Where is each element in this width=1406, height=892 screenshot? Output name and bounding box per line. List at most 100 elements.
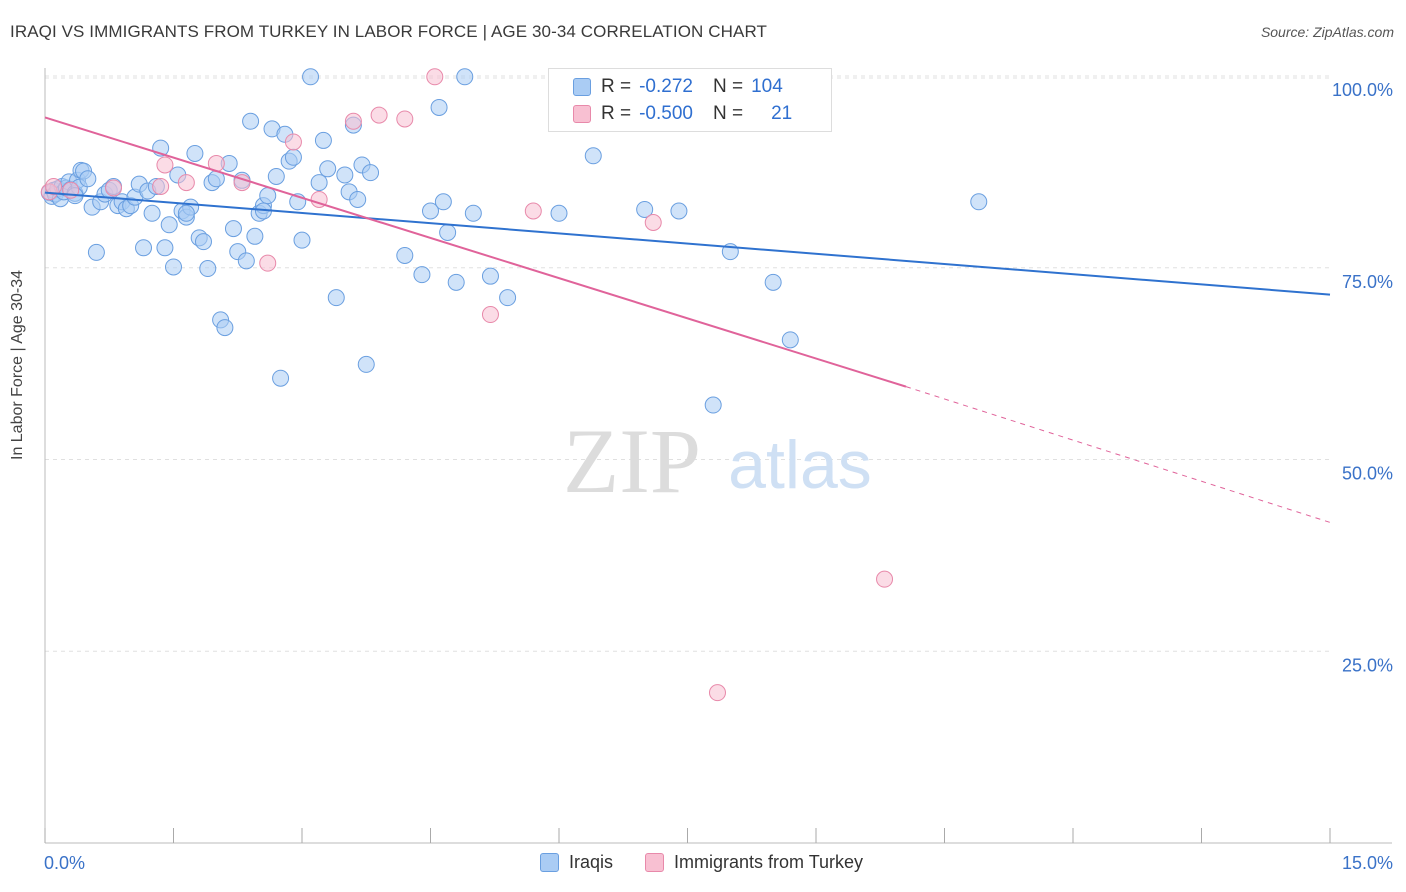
iraqi-point	[704, 396, 722, 414]
series-legend-iraqis[interactable]: Iraqis	[540, 852, 613, 873]
iraqi-point	[481, 267, 499, 285]
iraqi-point	[186, 144, 204, 162]
iraqi-point	[413, 266, 431, 284]
iraqi-point	[143, 204, 161, 222]
legend-n-value: 104	[751, 76, 783, 97]
legend-swatch-blue	[573, 78, 591, 96]
series-swatch-pink	[645, 853, 665, 872]
turkey-point	[152, 177, 170, 195]
turkey-point	[396, 110, 414, 128]
turkey-point	[426, 68, 444, 86]
iraqi-point	[670, 202, 688, 220]
iraqi-point	[434, 193, 452, 211]
iraqi-point	[327, 289, 345, 307]
iraqi-point	[310, 174, 328, 192]
y-tick-label: 50.0%	[1342, 464, 1393, 484]
series-legend-turkey[interactable]: Immigrants from Turkey	[645, 852, 863, 873]
iraqi-point	[177, 204, 195, 222]
series-swatch-blue	[540, 853, 559, 872]
y-tick-label: 75.0%	[1342, 272, 1393, 292]
chart-title: IRAQI VS IMMIGRANTS FROM TURKEY IN LABOR…	[10, 22, 768, 41]
iraqi-point	[362, 164, 380, 182]
turkey-point	[177, 174, 195, 192]
iraqi-trend-line	[44, 191, 1331, 296]
iraqi-point	[160, 216, 178, 234]
watermark-atlas: atlas	[728, 427, 872, 503]
turkey-trend-line	[44, 116, 907, 388]
turkey-point	[644, 213, 662, 231]
series-legend-label: Immigrants from Turkey	[674, 852, 864, 872]
iraqi-point	[456, 68, 474, 86]
iraqi-point	[447, 273, 465, 291]
iraqi-point	[302, 68, 320, 86]
iraqi-point	[584, 147, 602, 165]
legend-r-value: -0.500	[639, 103, 693, 124]
turkey-trend-extension	[905, 386, 1331, 523]
legend-row-iraqis: R = -0.272 N = 104	[573, 74, 783, 100]
iraqi-point	[349, 190, 367, 208]
iraqi-point	[970, 193, 988, 211]
iraqi-point	[216, 319, 234, 337]
iraqi-point	[224, 220, 242, 238]
watermark-zip: ZIP	[563, 410, 701, 512]
iraqi-point	[284, 148, 302, 166]
turkey-point	[708, 684, 726, 702]
iraqi-point	[246, 227, 264, 245]
iraqi-point	[135, 239, 153, 257]
turkey-point	[481, 306, 499, 324]
iraqi-point	[439, 223, 457, 241]
legend-r-label: R =	[601, 76, 632, 97]
legend-row-turkey: R = -0.500 N = 21	[573, 101, 792, 127]
turkey-point	[876, 570, 894, 588]
correlation-legend: R = -0.272 N = 104 R = -0.500 N = 21	[548, 68, 832, 132]
iraqi-point	[357, 355, 375, 373]
iraqi-point	[396, 246, 414, 264]
y-tick-label: 25.0%	[1342, 655, 1393, 675]
turkey-point	[105, 179, 123, 197]
iraqi-point	[237, 252, 255, 270]
iraqi-point	[272, 369, 290, 387]
iraqi-point	[314, 131, 332, 149]
turkey-point	[284, 133, 302, 151]
iraqi-point	[764, 273, 782, 291]
x-tick-label: 15.0%	[1342, 853, 1393, 873]
legend-r-label: R =	[601, 103, 632, 124]
legend-n-value: 21	[771, 103, 793, 124]
iraqi-point	[242, 112, 260, 130]
series-legend-label: Iraqis	[569, 852, 614, 872]
series-legend: Iraqis Immigrants from Turkey	[540, 852, 895, 873]
iraqi-point	[422, 202, 439, 220]
iraqi-point	[79, 170, 97, 188]
iraqi-point	[293, 231, 311, 249]
iraqi-point	[199, 260, 217, 278]
legend-r-value: -0.272	[639, 76, 693, 97]
iraqi-point	[636, 200, 654, 218]
turkey-point	[259, 254, 277, 272]
y-tick-label: 100.0%	[1332, 80, 1393, 100]
iraqi-point	[165, 258, 182, 276]
iraqi-point	[156, 239, 174, 257]
iraqi-point	[464, 204, 482, 222]
iraqi-point	[267, 167, 285, 185]
source-label: Source: ZipAtlas.com	[1260, 24, 1394, 40]
turkey-point	[524, 202, 542, 220]
turkey-point	[344, 112, 362, 130]
legend-n-label: N =	[712, 103, 744, 124]
iraqi-point	[336, 166, 354, 184]
iraqi-point	[87, 243, 105, 261]
iraqi-point	[781, 331, 799, 349]
iraqi-point	[550, 204, 568, 222]
iraqi-point	[319, 160, 337, 178]
turkey-point	[45, 177, 63, 195]
turkey-point	[156, 156, 174, 174]
iraqi-point	[430, 98, 448, 116]
iraqi-point	[259, 187, 277, 205]
turkey-point	[370, 106, 388, 124]
legend-n-label: N =	[712, 76, 744, 97]
iraqi-point	[499, 289, 517, 307]
y-axis-label: In Labor Force | Age 30-34	[9, 269, 26, 460]
iraqi-point	[194, 233, 212, 251]
legend-swatch-pink	[573, 105, 591, 123]
x-tick-label: 0.0%	[44, 853, 85, 873]
